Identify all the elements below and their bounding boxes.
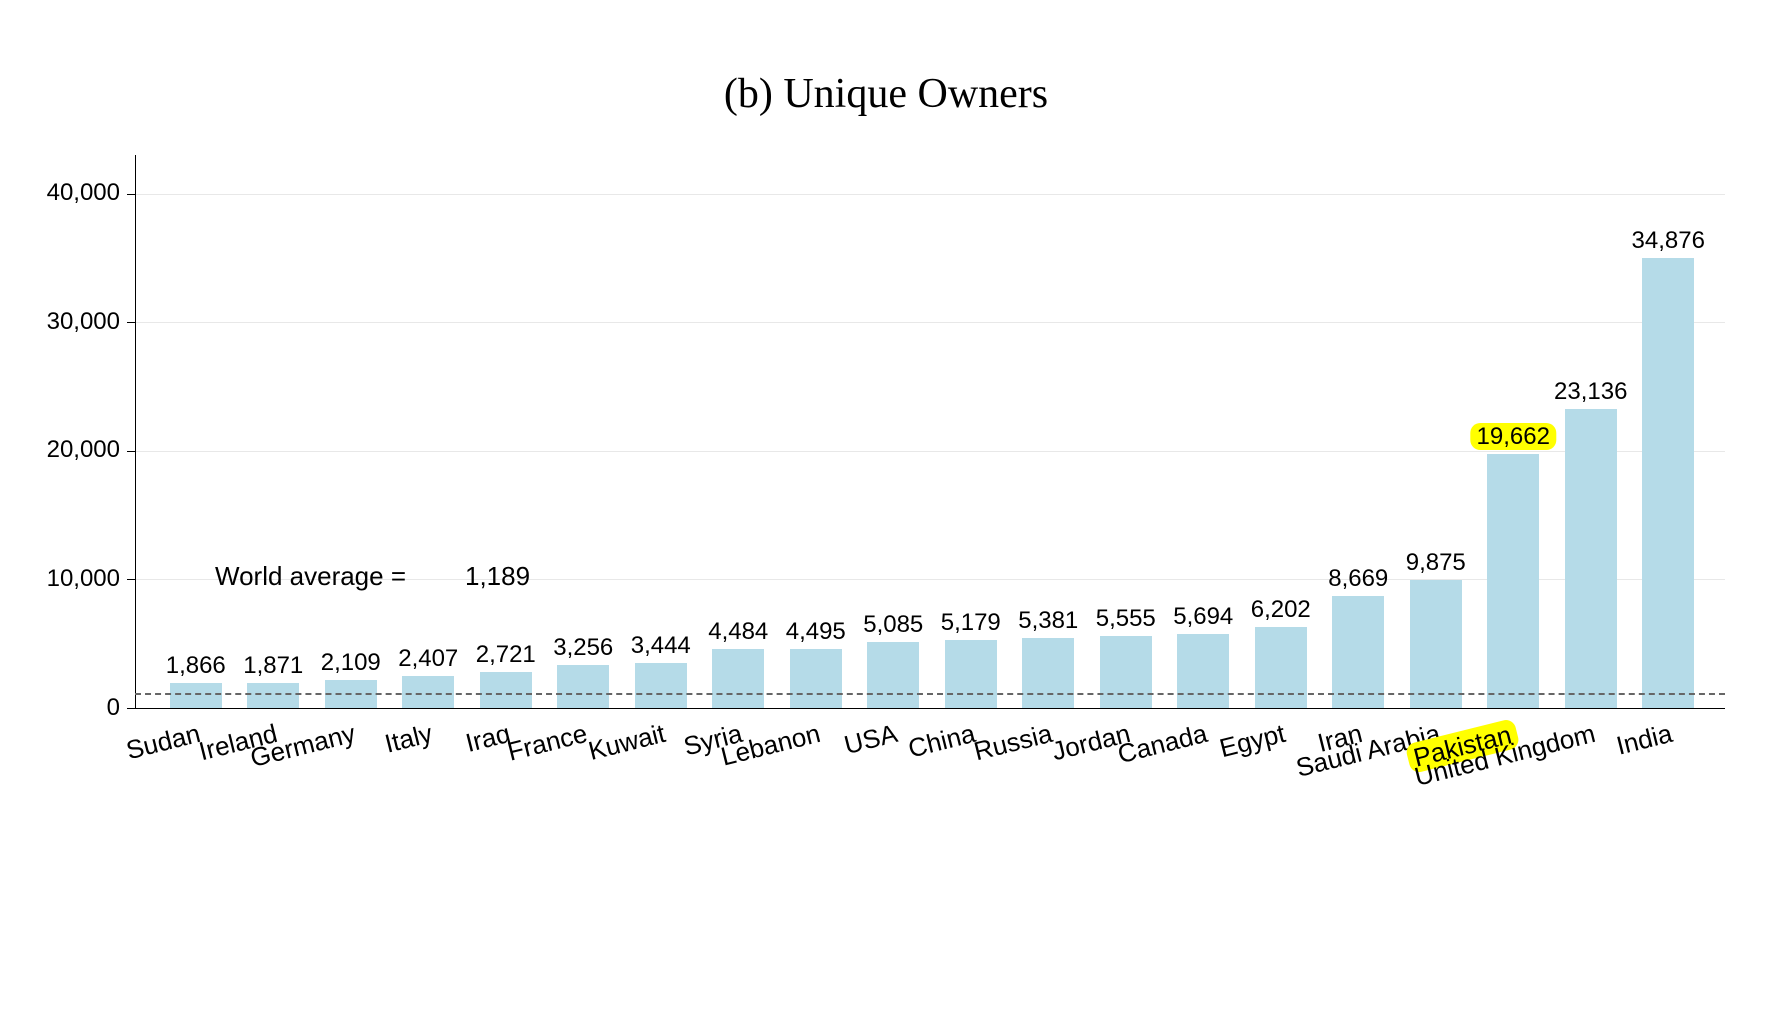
bar — [1410, 580, 1462, 708]
bar — [1565, 409, 1617, 708]
x-tick-label: Sudan — [123, 718, 203, 766]
bar — [945, 640, 997, 708]
x-tick-label: USA — [841, 718, 900, 761]
y-tick — [127, 451, 135, 452]
bar-value-label: 4,484 — [708, 618, 768, 646]
bar — [1332, 596, 1384, 708]
bar-value-label: 6,202 — [1251, 596, 1311, 624]
x-tick-label: Russia — [971, 718, 1056, 767]
bar-value-label: 5,085 — [863, 611, 923, 639]
bar-value-label: 19,662 — [1471, 423, 1556, 451]
plot-area: 010,00020,00030,00040,0001,866Sudan1,871… — [135, 155, 1725, 708]
bar-value-label: 9,875 — [1406, 549, 1466, 577]
bar — [170, 683, 222, 708]
bar-value-label: 5,381 — [1018, 607, 1078, 635]
reference-line — [135, 693, 1725, 695]
bar — [1487, 454, 1539, 708]
x-tick-label: France — [505, 718, 591, 768]
x-tick-label: China — [905, 718, 978, 765]
gridline — [135, 194, 1725, 195]
x-tick-label: Kuwait — [585, 718, 668, 767]
x-tick-label: India — [1614, 718, 1676, 762]
bar-value-label: 23,136 — [1554, 378, 1627, 406]
bar — [247, 683, 299, 708]
y-tick — [127, 194, 135, 195]
bar-value-label: 3,256 — [553, 634, 613, 662]
bar — [867, 642, 919, 708]
chart-title: (b) Unique Owners — [0, 70, 1772, 118]
y-tick — [127, 708, 135, 709]
gridline — [135, 322, 1725, 323]
bar-value-label: 8,669 — [1328, 565, 1388, 593]
bar-value-label: 2,721 — [476, 641, 536, 669]
bar-value-label: 1,871 — [243, 652, 303, 680]
bar — [557, 665, 609, 708]
bar-value-label: 5,179 — [941, 609, 1001, 637]
y-tick-label: 20,000 — [15, 436, 120, 464]
y-tick — [127, 579, 135, 580]
bar-value-label: 5,694 — [1173, 603, 1233, 631]
y-tick-label: 30,000 — [15, 308, 120, 336]
bar — [1177, 634, 1229, 708]
x-tick-label: Italy — [382, 718, 436, 760]
y-tick-label: 40,000 — [15, 179, 120, 207]
bar — [790, 649, 842, 708]
y-axis — [135, 155, 136, 708]
x-tick-label: Canada — [1115, 718, 1211, 770]
bar-value-label: 2,109 — [321, 649, 381, 677]
bar — [1642, 258, 1694, 708]
annotation-world-average-label: World average = — [215, 561, 406, 592]
bar — [635, 663, 687, 708]
bar-value-label: 5,555 — [1096, 605, 1156, 633]
y-tick-label: 0 — [15, 694, 120, 722]
bar-value-label: 1,866 — [166, 652, 226, 680]
bar — [480, 672, 532, 708]
annotation-world-average-value: 1,189 — [465, 561, 530, 592]
bar-value-label: 2,407 — [398, 645, 458, 673]
bar-value-label: 4,495 — [786, 618, 846, 646]
bar-value-label: 3,444 — [631, 632, 691, 660]
y-tick-label: 10,000 — [15, 565, 120, 593]
bar — [712, 649, 764, 708]
bar — [1022, 638, 1074, 708]
x-tick-label: Egypt — [1216, 718, 1288, 764]
y-tick — [127, 322, 135, 323]
bar — [1255, 627, 1307, 708]
bar — [1100, 636, 1152, 708]
gridline — [135, 708, 1725, 709]
bar-value-label: 34,876 — [1632, 227, 1705, 255]
